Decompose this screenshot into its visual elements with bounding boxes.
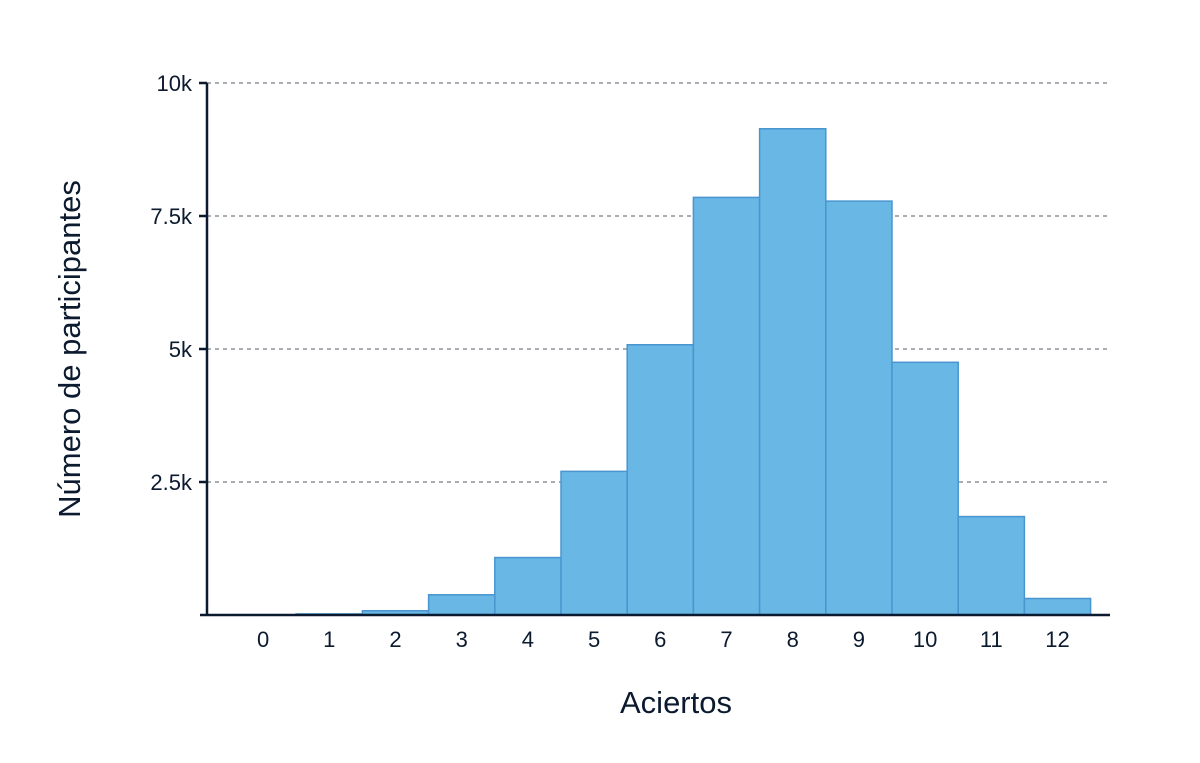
x-tick-label: 12 [1045,627,1069,652]
x-tick-label: 11 [980,627,1003,652]
x-tick-label: 10 [913,627,937,652]
x-ticks: 0 1 2 3 4 5 6 7 8 9 10 11 12 [257,627,1070,652]
bars [229,128,1092,616]
y-ticks: 2.5k 5k 7.5k 10k [150,71,207,495]
bar-12 [1023,597,1092,616]
bar-3 [427,594,496,616]
y-tick-label: 10k [157,71,193,96]
y-axis-title: Número de participantes [52,180,87,518]
bar-8 [758,128,827,616]
y-tick-label: 7.5k [150,204,193,229]
x-tick-label: 3 [456,627,468,652]
x-tick-label: 7 [720,627,732,652]
bar-11 [957,515,1026,616]
x-tick-label: 5 [588,627,600,652]
bar-9 [825,200,893,616]
bar-7 [692,196,761,616]
x-tick-label: 0 [257,627,269,652]
y-tick-label: 5k [169,337,193,362]
bar-6 [626,343,695,616]
x-tick-label: 1 [323,627,335,652]
x-tick-label: 4 [522,627,534,652]
x-axis-title: Aciertos [620,685,732,720]
y-tick-label: 2.5k [150,470,193,495]
bar-5 [560,470,628,616]
bar-4 [494,556,562,616]
bar-10 [891,361,959,616]
x-tick-label: 9 [853,627,865,652]
x-tick-label: 6 [654,627,666,652]
x-tick-label: 8 [787,627,799,652]
x-tick-label: 2 [389,627,401,652]
